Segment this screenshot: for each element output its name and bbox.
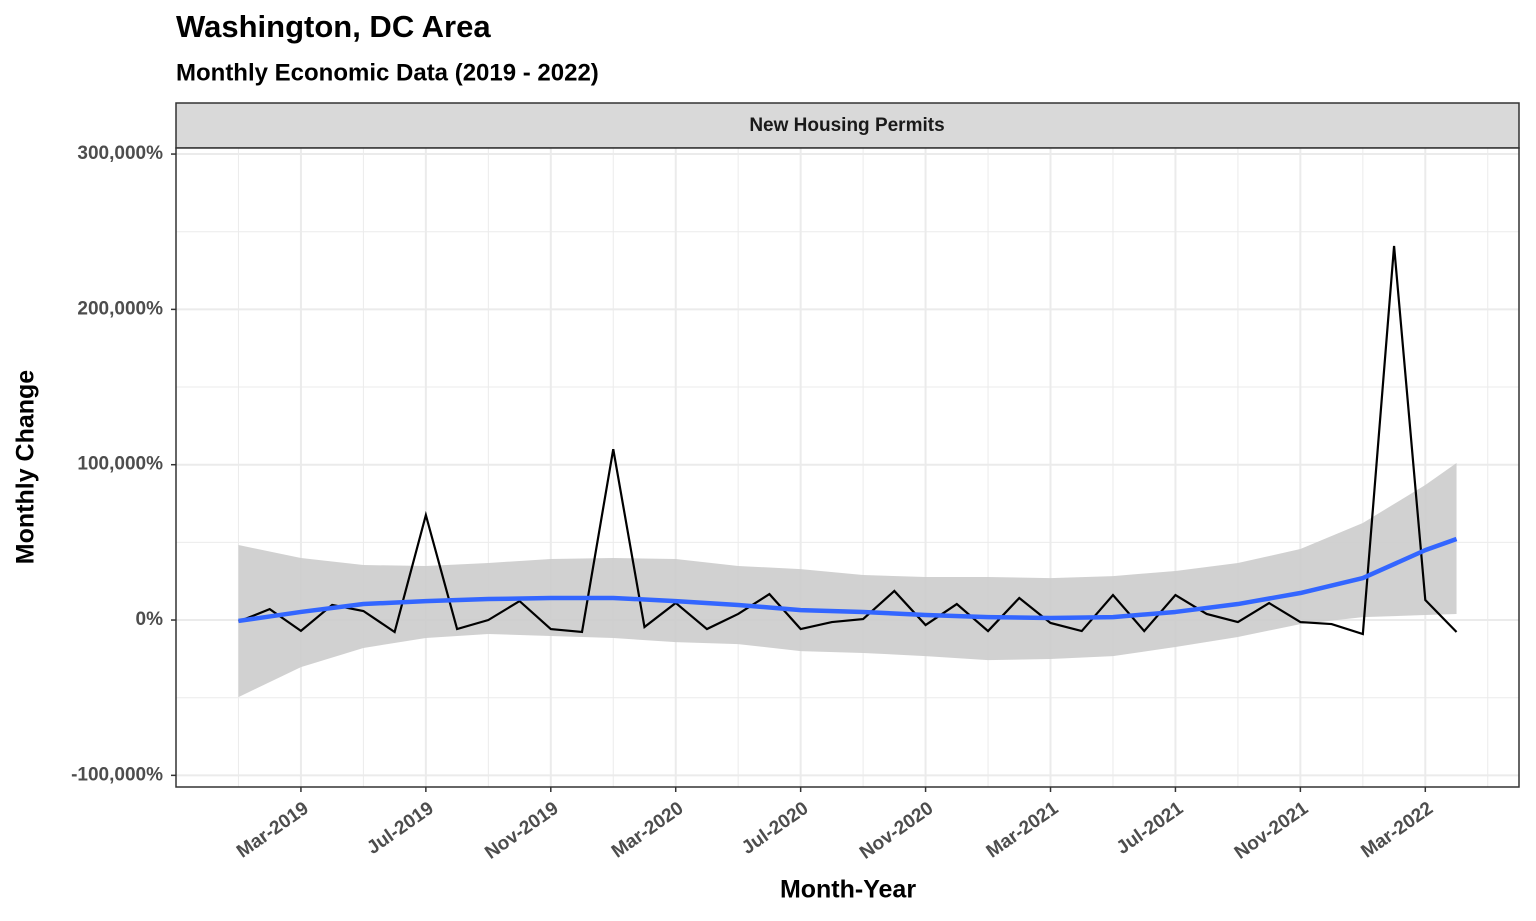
y-tick-label: 200,000% [77,298,163,319]
x-tick-label: Jul-2019 [363,798,437,859]
chart-subtitle: Monthly Economic Data (2019 - 2022) [176,59,599,86]
trend-line [238,536,1458,624]
facet-strip [175,102,1520,149]
x-tick-label: Jul-2020 [738,798,812,859]
x-tick-label: Mar-2022 [1358,798,1438,862]
x-tick-label: Mar-2020 [608,798,688,862]
confidence-band [238,462,1457,698]
y-tick-label: 0% [136,609,164,630]
x-tick-label: Jul-2021 [1113,798,1188,859]
panel-border [175,147,1520,788]
y-tick-label: -100,000% [71,764,163,785]
x-tick-label: Nov-2019 [481,798,562,864]
y-tick-label: 100,000% [77,454,163,475]
x-tick-label: Mar-2021 [983,798,1063,863]
x-axis-title: Month-Year [780,876,916,904]
x-tick-label: Nov-2020 [856,798,937,864]
chart-title: Washington, DC Area [176,9,491,44]
data-line [238,245,1458,636]
y-tick-label: 300,000% [77,143,163,164]
facet-label: New Housing Permits [749,115,944,136]
x-tick-label: Nov-2021 [1231,798,1313,864]
x-tick-label: Mar-2019 [233,798,313,862]
y-axis-title: Monthly Change [12,370,40,565]
panel [176,148,1519,787]
